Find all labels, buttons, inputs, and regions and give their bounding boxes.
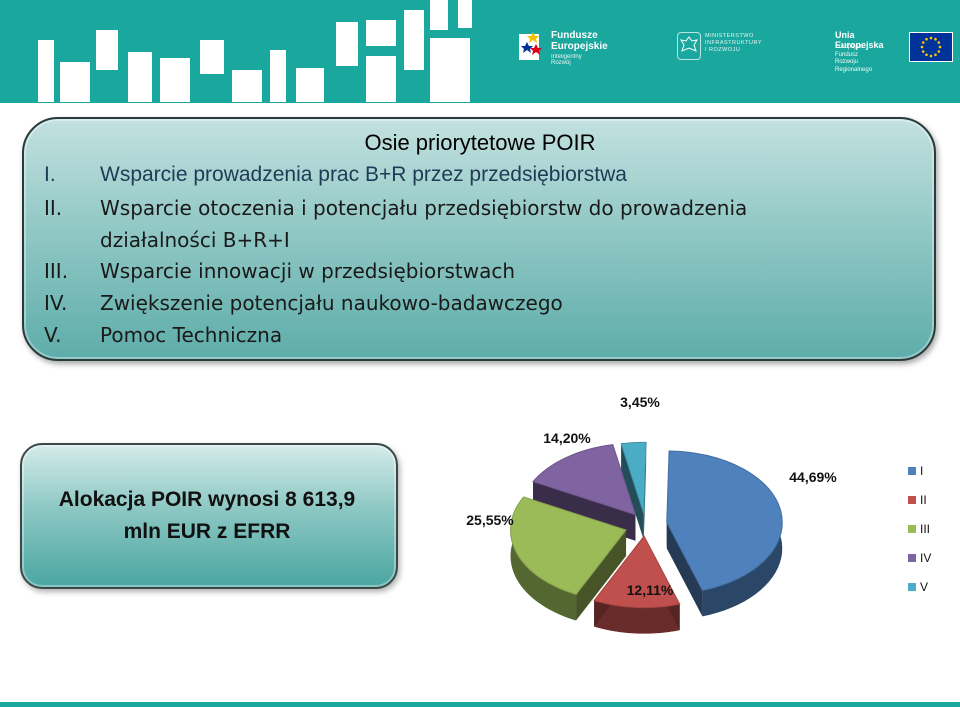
axes-title: Osie priorytetowe POIR xyxy=(364,130,596,155)
pie-top xyxy=(510,496,627,596)
ministry-line1: MINISTERSTWO xyxy=(705,33,754,39)
axis-num: V. xyxy=(44,323,62,347)
deco-block xyxy=(200,40,224,74)
allocation-line2: mln EUR z EFRR xyxy=(123,520,291,543)
legend-swatch-V xyxy=(908,583,916,591)
bottom-accent-line xyxy=(0,702,960,707)
logo-strip: Fundusze Europejskie Inteligentny Rozwój… xyxy=(505,20,955,80)
eu-flag-icon xyxy=(909,32,953,62)
legend-label-III: III xyxy=(920,522,930,536)
axis-text: Zwiększenie potencjału naukowo-badawczeg… xyxy=(100,291,563,315)
pie-label-I: 44,69% xyxy=(789,469,837,485)
axis-item-2: II. Wsparcie otoczenia i potencjału przed… xyxy=(44,196,747,220)
pie-label-V: 3,45% xyxy=(620,394,660,410)
legend-label-V: V xyxy=(920,580,928,594)
pie-slice-II xyxy=(593,535,681,634)
ue-sub1: Europejski Fundusz xyxy=(835,44,864,58)
deco-block xyxy=(336,22,358,66)
deco-block xyxy=(404,10,424,70)
deco-block xyxy=(430,38,470,102)
legend-label-IV: IV xyxy=(920,551,931,565)
axis-text: Pomoc Techniczna xyxy=(100,323,283,347)
legend-swatch-II xyxy=(908,496,916,504)
axis-item-2-cont: działalności B+R+I xyxy=(100,228,290,252)
axis-text: Wsparcie innowacji w przedsiębiorstwach xyxy=(100,259,516,283)
pie-slice-V xyxy=(620,441,647,540)
priority-axes-panel xyxy=(22,117,936,361)
axis-num: III. xyxy=(44,259,69,283)
axis-item-4: IV. Zwiększenie potencjału naukowo-badawc… xyxy=(44,291,563,315)
axis-item-3: III. Wsparcie innowacji w przedsiębiorstw… xyxy=(44,259,515,283)
allocation-text: Alokacja POIR wynosi 8 613,9 mln EUR z E… xyxy=(20,484,394,548)
pie-top xyxy=(620,441,647,514)
legend-swatch-IV xyxy=(908,554,916,562)
axis-item-1: I. Wsparcie prowadzenia prac B+R przez pr… xyxy=(44,163,627,187)
axis-num: II. xyxy=(44,196,63,220)
axis-text: Wsparcie otoczenia i potencjału przedsię… xyxy=(100,196,748,220)
legend-swatch-III xyxy=(908,525,916,533)
legend-label-II: II xyxy=(920,493,927,507)
legend-swatch-I xyxy=(908,467,916,475)
pie-slice-III xyxy=(510,496,627,621)
pie-slice-I xyxy=(666,450,783,617)
deco-block xyxy=(430,0,448,30)
deco-block xyxy=(96,30,118,70)
pie-top xyxy=(593,535,681,609)
axis-num: I. xyxy=(44,163,56,186)
deco-block xyxy=(366,20,396,46)
allocation-line1: Alokacja POIR wynosi 8 613,9 xyxy=(58,488,356,511)
deco-block xyxy=(270,50,286,102)
fe-stars-icon xyxy=(519,32,542,60)
header-banner: Fundusze Europejskie Inteligentny Rozwój… xyxy=(0,0,960,103)
axis-item-5: V. Pomoc Techniczna xyxy=(44,323,282,347)
pie-top xyxy=(666,450,783,592)
fe-line1: Fundusze xyxy=(551,30,598,41)
deco-block xyxy=(458,0,472,28)
ministry-line3: I ROZWOJU xyxy=(705,47,741,53)
axis-text: Wsparcie prowadzenia prac B+R przez prze… xyxy=(100,163,627,186)
deco-block xyxy=(128,52,152,102)
deco-block xyxy=(60,62,90,102)
pie-wall xyxy=(666,522,703,617)
deco-block xyxy=(296,68,324,102)
pie-label-II: 12,11% xyxy=(627,582,674,598)
fe-sub: Inteligentny Rozwój xyxy=(551,54,582,66)
legend-label-I: I xyxy=(920,464,923,478)
fe-line2: Europejskie xyxy=(551,41,608,52)
allocation-panel xyxy=(20,443,398,589)
pie-top xyxy=(532,444,637,516)
ue-sub2: Rozwoju Regionalnego xyxy=(835,59,873,73)
ue-title: Unia Europejska xyxy=(835,30,884,50)
deco-block xyxy=(366,56,396,102)
pie-label-III: 25,55% xyxy=(466,512,514,528)
pie-side xyxy=(594,600,680,634)
deco-block xyxy=(160,58,190,102)
ministry-line2: INFRASTRUKTURY xyxy=(705,40,763,46)
pie-wall xyxy=(621,443,644,540)
eagle-icon xyxy=(677,32,701,60)
pie-label-IV: 14,20% xyxy=(543,430,591,446)
axis-num: IV. xyxy=(44,291,68,315)
deco-block xyxy=(232,70,262,102)
pie-wall xyxy=(576,530,627,621)
deco-block xyxy=(38,40,54,102)
pie-side xyxy=(510,496,577,621)
